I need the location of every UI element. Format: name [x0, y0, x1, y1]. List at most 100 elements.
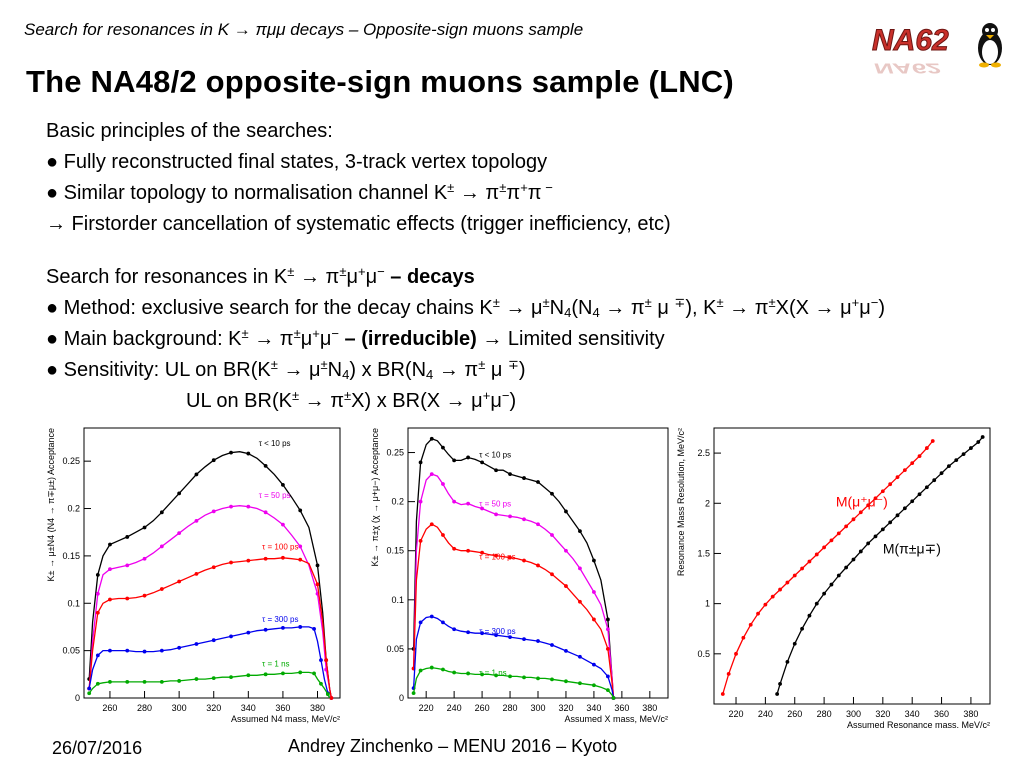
y-tick-label: 0.25 — [386, 448, 404, 458]
data-point — [508, 555, 512, 560]
footer-date: 26/07/2016 — [52, 738, 143, 758]
y-tick-label: 0.2 — [391, 497, 404, 507]
data-point — [281, 482, 285, 487]
x-tick-label: 360 — [934, 709, 949, 719]
bullet-background: ● Main background: K± → π±μ+μ− – (irredu… — [46, 326, 665, 350]
data-point — [494, 673, 498, 678]
data-point — [480, 672, 484, 677]
x-acceptance-chart: 220 240 260 280 300 320 340 360 380 0 0.05 0.1 0.15 0… — [370, 427, 669, 724]
data-point — [494, 512, 498, 517]
y-tick-label: 0 — [75, 693, 80, 703]
data-point — [125, 563, 130, 568]
data-point — [873, 534, 878, 539]
bullet-method: ● Method: exclusive search for the decay… — [46, 295, 886, 320]
data-point — [508, 674, 512, 679]
data-point — [888, 520, 893, 525]
data-point — [800, 566, 804, 571]
data-point — [836, 531, 841, 536]
data-point — [177, 579, 182, 584]
data-point — [785, 659, 790, 664]
data-point — [550, 533, 554, 537]
data-point — [851, 517, 856, 522]
data-point — [108, 567, 112, 572]
data-point — [418, 460, 423, 465]
series-label: τ = 1 ns — [262, 660, 289, 669]
data-point — [159, 648, 164, 653]
data-point — [814, 552, 819, 557]
data-point — [411, 691, 416, 695]
n4-acceptance-chart: 260 280 300 320 340 360 380 0 0.05 0.1 0.15 0.2 0.25… — [46, 427, 341, 724]
data-point — [246, 673, 251, 678]
data-point — [550, 572, 554, 577]
data-point — [108, 648, 112, 653]
data-point — [592, 558, 596, 563]
y-tick-label: 0.15 — [386, 546, 404, 556]
x-tick-label: 340 — [241, 703, 256, 713]
data-point — [319, 681, 323, 686]
x-tick-label: 260 — [102, 703, 117, 713]
data-point — [263, 510, 268, 515]
series-label: τ < 10 ps — [479, 450, 511, 459]
data-point — [508, 472, 512, 477]
data-point — [976, 440, 981, 444]
y-tick-label: 1.5 — [697, 548, 710, 558]
data-point — [466, 548, 471, 553]
slide-title: The NA48/2 opposite-sign muons sample (L… — [26, 64, 734, 99]
y-tick-label: 0 — [399, 693, 404, 703]
series-line — [722, 440, 934, 695]
series-line — [776, 436, 984, 695]
x-tick-label: 340 — [905, 709, 920, 719]
x-tick-label: 320 — [206, 703, 221, 713]
data-point — [211, 565, 216, 570]
data-point — [229, 504, 233, 509]
data-point — [194, 472, 199, 477]
data-point — [418, 620, 423, 625]
x-tick-label: 340 — [586, 703, 601, 713]
data-point — [536, 639, 540, 643]
data-point — [917, 492, 922, 497]
series-label: τ = 1 ns — [479, 668, 506, 677]
data-point — [125, 535, 130, 539]
cancellation-line: → Firstorder cancellation of systematic … — [46, 213, 671, 235]
n4-acceptance-plot: 260 280 300 320 340 360 380 0 0.05 0.1 0.15 0.2 0.25… — [38, 418, 350, 724]
x-axis-label: Assumed Resonance mass, MeV/c² — [847, 720, 990, 728]
data-point — [873, 496, 878, 501]
data-point — [177, 679, 182, 683]
mass-resolution-chart: 220 240 260 280 300 320 340 360 380 0.5 1 1.5 2 2.5 As… — [676, 427, 991, 728]
data-point — [844, 565, 849, 570]
data-point — [229, 634, 233, 639]
data-point — [325, 692, 330, 697]
x-axis-label: Assumed X mass, MeV/c² — [564, 714, 668, 724]
data-point — [312, 626, 316, 631]
data-point — [418, 499, 423, 504]
data-point — [508, 514, 512, 519]
data-point — [866, 503, 871, 508]
bullet-reconstructed: ● Fully reconstructed final states, 3-tr… — [46, 151, 548, 173]
data-point — [194, 571, 199, 576]
data-point — [578, 681, 582, 686]
data-point — [961, 452, 966, 456]
data-point — [611, 696, 616, 700]
data-point — [246, 504, 251, 509]
series-label: M(π±μ∓) — [883, 540, 941, 556]
data-point — [902, 468, 907, 473]
data-point — [792, 641, 797, 646]
data-point — [550, 491, 554, 496]
data-point — [108, 679, 112, 684]
data-point — [522, 637, 526, 641]
data-point — [844, 524, 849, 529]
data-point — [281, 522, 285, 527]
data-point — [829, 538, 834, 543]
data-point — [429, 436, 434, 441]
data-point — [508, 635, 512, 640]
logo-text: NA62 — [872, 24, 949, 57]
data-point — [807, 559, 812, 564]
data-point — [466, 630, 471, 635]
data-point — [312, 671, 316, 676]
data-point — [836, 573, 841, 578]
series-line — [88, 451, 333, 699]
data-point — [778, 587, 782, 592]
data-point — [480, 460, 484, 465]
data-point — [142, 649, 147, 654]
x-tick-label: 360 — [275, 703, 290, 713]
